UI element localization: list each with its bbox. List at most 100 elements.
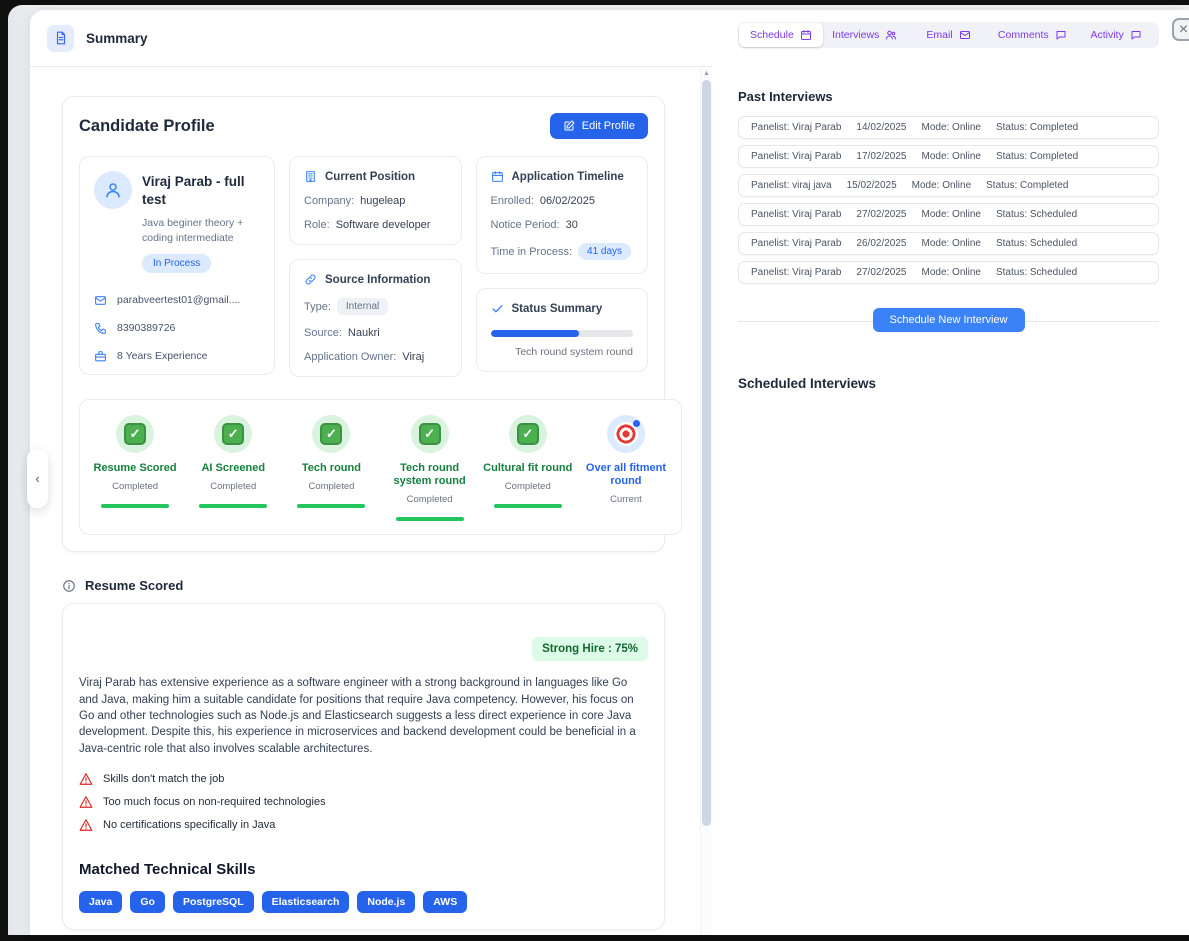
past-interviews-list: Panelist: Viraj Parab 14/02/2025 Mode: O… [738,116,1159,284]
enrolled-value: 06/02/2025 [539,195,595,207]
stage-overall-fitment[interactable]: Over all fitment round Current [577,415,675,521]
stage-progress-bar [199,504,268,509]
page-title: Summary [86,30,148,46]
summary-scroll-area[interactable]: Candidate Profile Edit Profile [30,68,700,935]
role-value: Software developer [335,219,431,231]
target-icon [613,420,640,446]
pipeline-stages-card: ✓ Resume Scored Completed ✓ AI Screened … [79,399,682,536]
status-progress-fill [490,330,579,337]
skill-chip[interactable]: Node.js [357,891,416,914]
notice-period-value: 30 [565,219,578,231]
candidate-profile-card: Candidate Profile Edit Profile [62,96,682,553]
stage-ai-screened[interactable]: ✓ AI Screened Completed [184,415,282,521]
mail-icon [94,294,107,307]
matched-skills-heading: Matched Technical Skills [79,861,256,879]
users-icon [885,29,897,41]
app-window: ‹ Summary Candidate Profile [8,5,1189,935]
skill-chip[interactable]: Elasticsearch [261,891,350,914]
interview-row[interactable]: Panelist: viraj java 15/02/2025 Mode: On… [738,174,1159,197]
interviews-panel: Schedule Interviews Email [738,10,1159,935]
tab-interviews[interactable]: Interviews [823,23,907,47]
stage-progress-bar [297,504,366,509]
skill-chip[interactable]: Java [79,891,123,914]
stage-tech-round[interactable]: ✓ Tech round Completed [282,415,380,521]
candidate-identity-card: Viraj Parab - full test Java beginer the… [79,156,275,375]
resume-scored-section-header: Resume Scored [62,578,700,593]
current-position-title: Current Position [325,170,416,183]
resume-scored-heading: Resume Scored [85,578,184,594]
tab-activity[interactable]: Activity [1074,23,1158,47]
close-icon: × [1178,20,1189,38]
mail-icon [959,29,971,41]
avatar [94,171,132,209]
interview-row[interactable]: Panelist: Viraj Parab 27/02/2025 Mode: O… [738,203,1159,226]
right-tab-bar: Schedule Interviews Email [738,22,1159,48]
time-in-process-badge: 41 days [578,243,632,260]
status-summary-title: Status Summary [511,302,603,315]
tab-schedule[interactable]: Schedule [739,23,823,47]
link-icon [304,273,317,286]
scrollbar-thumb[interactable] [702,80,711,826]
status-badge: In Process [142,253,212,273]
collapse-panel-handle[interactable]: ‹ [27,449,48,508]
stage-progress-bar [101,504,170,509]
stage-progress-bar [493,504,562,509]
candidate-email: parabveertest01@gmail.... [117,294,241,307]
warning-item: Skills don't match the job [79,772,648,786]
interview-row[interactable]: Panelist: Viraj Parab 17/02/2025 Mode: O… [738,145,1159,168]
application-timeline-card: Application Timeline Enrolled: 06/02/2025… [475,156,648,274]
scheduled-interviews-heading: Scheduled Interviews [738,376,877,391]
check-square-icon: ✓ [516,423,539,445]
company-value: hugeleap [360,195,406,207]
candidate-phone: 8390389726 [117,322,176,335]
briefcase-icon [94,350,107,363]
check-square-icon: ✓ [222,423,245,445]
resume-scored-card: Strong Hire : 75% Viraj Parab has extens… [62,603,665,931]
tab-comments[interactable]: Comments [990,23,1074,47]
application-timeline-title: Application Timeline [511,170,624,183]
chevron-left-icon: ‹ [35,471,40,486]
check-square-icon: ✓ [418,423,441,445]
past-interviews-heading: Past Interviews [738,89,833,104]
phone-icon [94,322,107,335]
stage-cultural-fit[interactable]: ✓ Cultural fit round Completed [479,415,577,521]
candidate-position-note: Java beginer theory + coding intermediat… [142,217,244,244]
chat-bubble-icon [1130,29,1142,41]
status-summary-card: Status Summary Tech round system round [475,288,648,372]
stage-resume-scored[interactable]: ✓ Resume Scored Completed [86,415,184,521]
status-progress-bar [490,330,633,337]
source-information-card: Source Information Type: Internal Source:… [289,259,462,377]
source-value: Naukri [347,327,380,339]
stage-progress-bar [395,517,464,522]
skill-chip[interactable]: Go [130,891,165,914]
candidate-summary-modal: Summary Candidate Profile Edit Profile [30,10,1189,935]
summary-panel: Summary Candidate Profile Edit Profile [30,10,712,935]
building-icon [304,170,317,183]
warning-item: No certifications specifically in Java [79,818,648,832]
check-square-icon: ✓ [124,423,147,445]
skill-chip[interactable]: PostgreSQL [172,891,254,914]
score-badge: Strong Hire : 75% [532,637,648,662]
skills-chip-list: Java Go PostgreSQL Elasticsearch Node.js… [79,891,648,914]
pencil-icon [563,120,575,132]
warning-triangle-icon [79,795,93,809]
close-button[interactable]: × [1172,18,1189,41]
candidate-profile-title: Candidate Profile [79,116,215,135]
interview-row[interactable]: Panelist: Viraj Parab 27/02/2025 Mode: O… [738,261,1159,284]
interview-row[interactable]: Panelist: Viraj Parab 26/02/2025 Mode: O… [738,232,1159,255]
document-icon [47,24,74,52]
skill-chip[interactable]: AWS [423,891,468,914]
interview-row[interactable]: Panelist: Viraj Parab 14/02/2025 Mode: O… [738,116,1159,139]
schedule-new-interview-button[interactable]: Schedule New Interview [872,308,1025,332]
candidate-name: Viraj Parab - full test [142,174,245,208]
status-current-stage: Tech round system round [515,346,633,358]
scrollbar[interactable]: ▲ [700,68,712,935]
tab-email[interactable]: Email [907,23,991,47]
calendar-icon [800,29,812,41]
stage-tech-round-system[interactable]: ✓ Tech round system round Completed [381,415,479,522]
warning-item: Too much focus on non-required technolog… [79,795,648,809]
edit-profile-button[interactable]: Edit Profile [549,113,648,139]
scroll-up-arrow-icon[interactable]: ▲ [703,70,710,77]
summary-header: Summary [30,10,712,67]
warning-triangle-icon [79,818,93,832]
